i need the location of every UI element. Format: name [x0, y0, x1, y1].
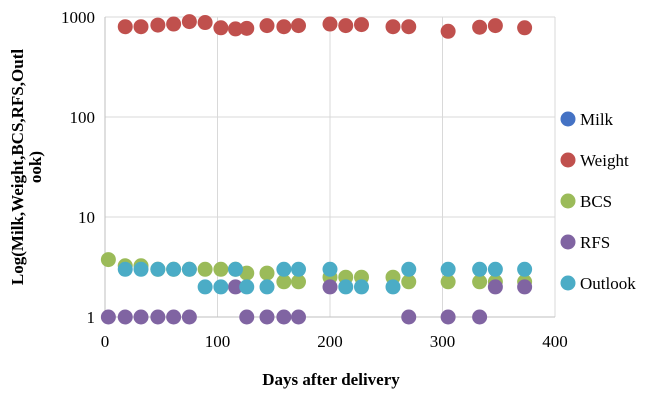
x-axis-title: Days after delivery — [262, 370, 400, 389]
point-bcs — [259, 265, 275, 281]
point-weight — [133, 19, 149, 35]
point-rfs — [133, 309, 149, 325]
point-weight — [166, 16, 182, 32]
legend-label-bcs: BCS — [580, 192, 612, 211]
point-rfs — [166, 309, 182, 325]
point-outlook — [150, 261, 166, 277]
x-tick-label: 400 — [542, 332, 568, 351]
point-outlook — [440, 261, 456, 277]
legend-marker-milk — [560, 111, 576, 127]
point-outlook — [517, 261, 533, 277]
y-tick-label: 1000 — [61, 8, 95, 27]
point-outlook — [213, 279, 229, 295]
point-weight — [181, 14, 197, 30]
point-weight — [291, 18, 306, 34]
y-tick-label: 1 — [87, 308, 96, 327]
y-tick-labels: 1 10 100 1000 — [61, 8, 95, 327]
point-bcs — [197, 261, 213, 277]
y-axis-title-line: ook) — [26, 151, 45, 183]
legend-marker-bcs — [560, 193, 576, 209]
point-weight — [150, 17, 166, 33]
point-rfs — [239, 309, 255, 325]
point-weight — [472, 19, 488, 35]
x-tick-label: 200 — [317, 332, 343, 351]
y-tick-label: 10 — [78, 208, 95, 227]
point-outlook — [385, 279, 401, 295]
point-outlook — [276, 261, 292, 277]
point-rfs — [259, 309, 275, 325]
point-weight — [322, 16, 338, 32]
point-rfs — [487, 279, 503, 295]
point-outlook — [487, 261, 503, 277]
point-weight — [487, 18, 503, 34]
point-bcs — [276, 274, 292, 290]
point-weight — [259, 18, 275, 34]
point-bcs — [472, 274, 488, 290]
point-weight — [197, 15, 213, 31]
point-outlook — [338, 279, 354, 295]
point-weight — [385, 19, 401, 35]
point-bcs — [239, 265, 255, 281]
point-outlook — [239, 279, 255, 295]
point-bcs — [401, 274, 417, 290]
point-rfs — [401, 309, 417, 325]
point-rfs — [117, 309, 133, 325]
legend: Milk Weight BCS RFS Outlook — [560, 110, 636, 293]
point-outlook — [322, 261, 338, 277]
point-rfs — [517, 279, 533, 295]
point-rfs — [440, 309, 456, 325]
point-outlook — [166, 261, 182, 277]
point-weight — [276, 19, 292, 35]
legend-label-milk: Milk — [580, 110, 614, 129]
point-rfs — [291, 309, 306, 325]
point-outlook — [197, 279, 213, 295]
point-rfs — [228, 279, 243, 295]
point-weight — [239, 20, 255, 36]
y-axis-title-line: Log(Milk,Weight,BCS,RFS,Outl — [8, 49, 27, 285]
legend-marker-weight — [560, 152, 576, 168]
legend-label-weight: Weight — [580, 151, 629, 170]
point-weight — [517, 20, 533, 36]
legend-label-rfs: RFS — [580, 233, 610, 252]
y-axis-title: Log(Milk,Weight,BCS,RFS,Outl ook) — [8, 49, 45, 285]
point-rfs — [472, 309, 488, 325]
point-rfs — [322, 279, 338, 295]
point-weight — [338, 18, 354, 34]
x-tick-labels: 0 100 200 300 400 — [101, 332, 568, 351]
legend-marker-rfs — [560, 234, 576, 250]
point-rfs — [181, 309, 197, 325]
point-bcs — [440, 274, 456, 290]
legend-marker-outlook — [560, 275, 576, 291]
point-outlook — [354, 279, 369, 295]
point-weight — [354, 17, 369, 33]
point-outlook — [401, 261, 417, 277]
x-tick-label: 100 — [205, 332, 231, 351]
data-points — [100, 14, 533, 325]
point-rfs — [100, 309, 116, 325]
point-bcs — [100, 252, 116, 268]
point-outlook — [228, 261, 243, 277]
x-tick-label: 300 — [430, 332, 456, 351]
point-outlook — [117, 261, 133, 277]
x-tick-label: 0 — [101, 332, 110, 351]
point-outlook — [259, 279, 275, 295]
point-weight — [401, 19, 417, 35]
point-weight — [440, 23, 456, 39]
point-weight — [213, 20, 229, 36]
point-bcs — [213, 261, 229, 277]
point-outlook — [181, 261, 197, 277]
point-outlook — [133, 261, 149, 277]
point-outlook — [291, 261, 306, 277]
point-weight — [117, 19, 133, 35]
point-bcs — [291, 274, 306, 290]
point-rfs — [150, 309, 166, 325]
point-rfs — [276, 309, 292, 325]
y-tick-label: 100 — [70, 108, 96, 127]
legend-label-outlook: Outlook — [580, 274, 636, 293]
point-weight — [228, 21, 243, 37]
point-outlook — [472, 261, 488, 277]
